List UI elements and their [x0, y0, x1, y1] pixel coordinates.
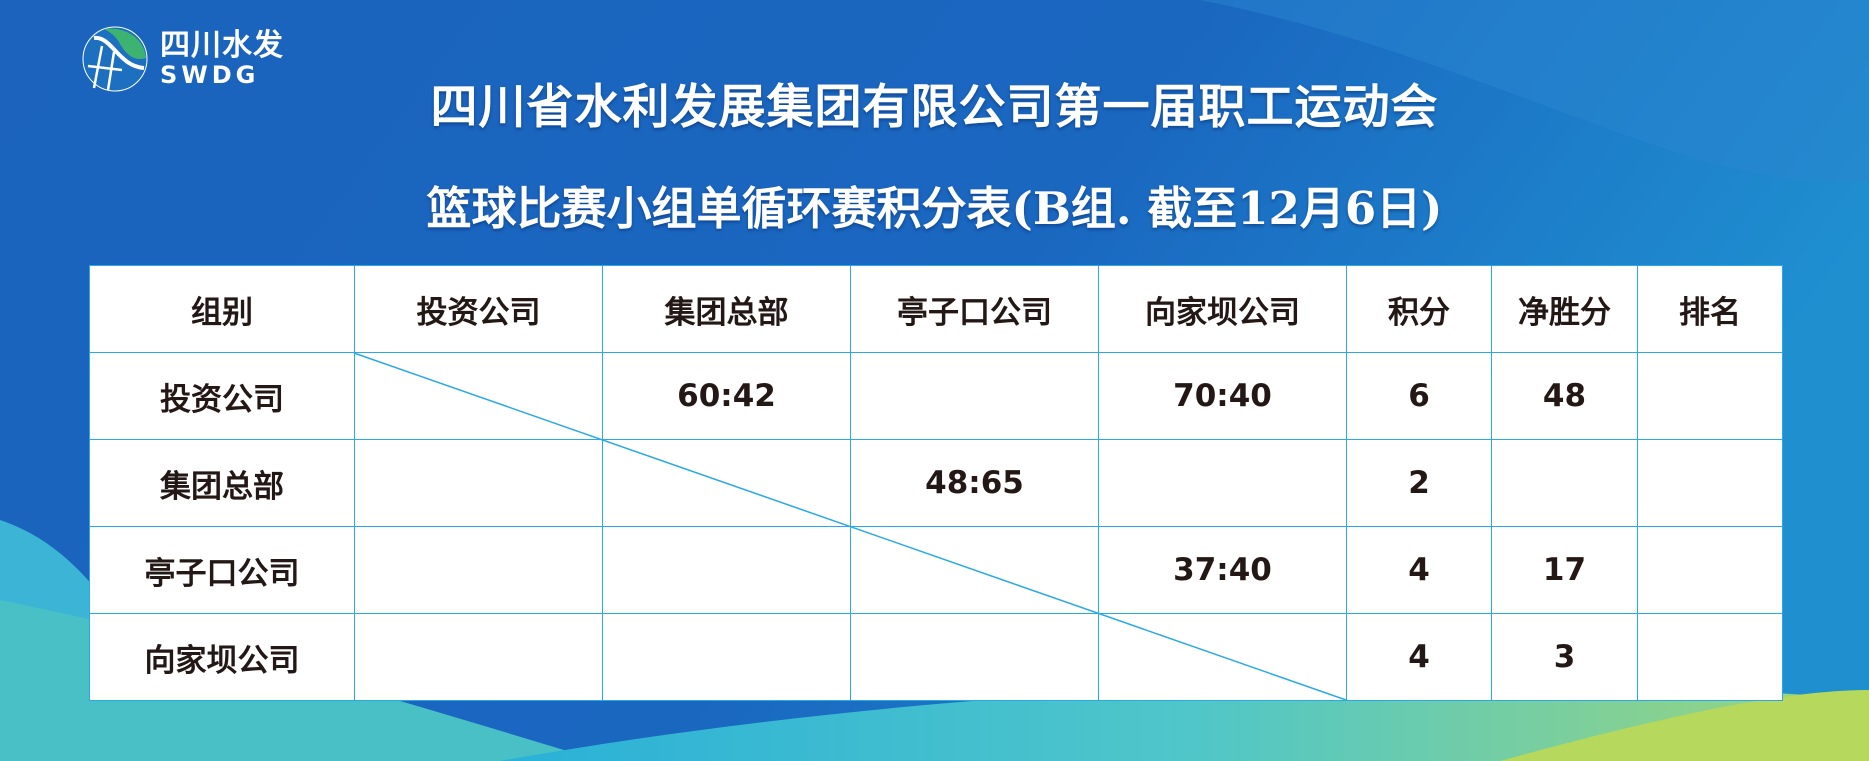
- table-row: 集团总部 48:65 2: [89, 439, 1783, 527]
- swdg-logo: 四川水发 SWDG: [82, 26, 322, 92]
- header-cell: 向家坝公司: [1098, 265, 1347, 353]
- score-cell: [850, 352, 1099, 440]
- score-cell: 60:42: [602, 352, 851, 440]
- net-points-cell: 3: [1491, 613, 1638, 701]
- points-cell: 4: [1346, 526, 1492, 614]
- header-cell: 积分: [1346, 265, 1492, 353]
- net-points-cell: 48: [1491, 352, 1638, 440]
- rank-cell: [1637, 352, 1783, 440]
- points-cell: 6: [1346, 352, 1492, 440]
- page-subtitle: 篮球比赛小组单循环赛积分表(B组. 截至12月6日): [426, 182, 1443, 235]
- table-row: 投资公司 60:42 70:40 6 48: [89, 352, 1783, 440]
- header-cell: 亭子口公司: [850, 265, 1099, 353]
- score-cell: [354, 352, 603, 440]
- team-name: 亭子口公司: [89, 526, 355, 614]
- net-points-cell: 17: [1491, 526, 1638, 614]
- table-header-row: 组别 投资公司 集团总部 亭子口公司 向家坝公司 积分 净胜分 排名: [89, 265, 1783, 353]
- rank-cell: [1637, 613, 1783, 701]
- page-title: 四川省水利发展集团有限公司第一届职工运动会: [430, 80, 1439, 135]
- score-cell: [354, 526, 603, 614]
- score-cell: [354, 613, 603, 701]
- header-cell: 组别: [89, 265, 355, 353]
- net-points-cell: [1491, 439, 1638, 527]
- standings-table: 组别 投资公司 集团总部 亭子口公司 向家坝公司 积分 净胜分 排名 投资公司 …: [89, 265, 1783, 701]
- globe-logo-icon: [82, 26, 148, 92]
- rank-cell: [1637, 439, 1783, 527]
- table-row: 向家坝公司 4 3: [89, 613, 1783, 701]
- team-name: 集团总部: [89, 439, 355, 527]
- score-cell: 70:40: [1098, 352, 1347, 440]
- score-cell: [850, 613, 1099, 701]
- score-cell: [602, 439, 851, 527]
- header-cell: 投资公司: [354, 265, 603, 353]
- points-cell: 4: [1346, 613, 1492, 701]
- header-cell: 排名: [1637, 265, 1783, 353]
- score-cell: [1098, 439, 1347, 527]
- team-name: 投资公司: [89, 352, 355, 440]
- score-cell: 48:65: [850, 439, 1099, 527]
- score-cell: [602, 613, 851, 701]
- logo-cn: 四川水发: [160, 28, 284, 63]
- score-cell: [1098, 613, 1347, 701]
- header-cell: 净胜分: [1491, 265, 1638, 353]
- score-cell: 37:40: [1098, 526, 1347, 614]
- score-cell: [354, 439, 603, 527]
- score-cell: [850, 526, 1099, 614]
- table-row: 亭子口公司 37:40 4 17: [89, 526, 1783, 614]
- points-cell: 2: [1346, 439, 1492, 527]
- team-name: 向家坝公司: [89, 613, 355, 701]
- header-cell: 集团总部: [602, 265, 851, 353]
- rank-cell: [1637, 526, 1783, 614]
- logo-en: SWDG: [160, 61, 260, 89]
- score-cell: [602, 526, 851, 614]
